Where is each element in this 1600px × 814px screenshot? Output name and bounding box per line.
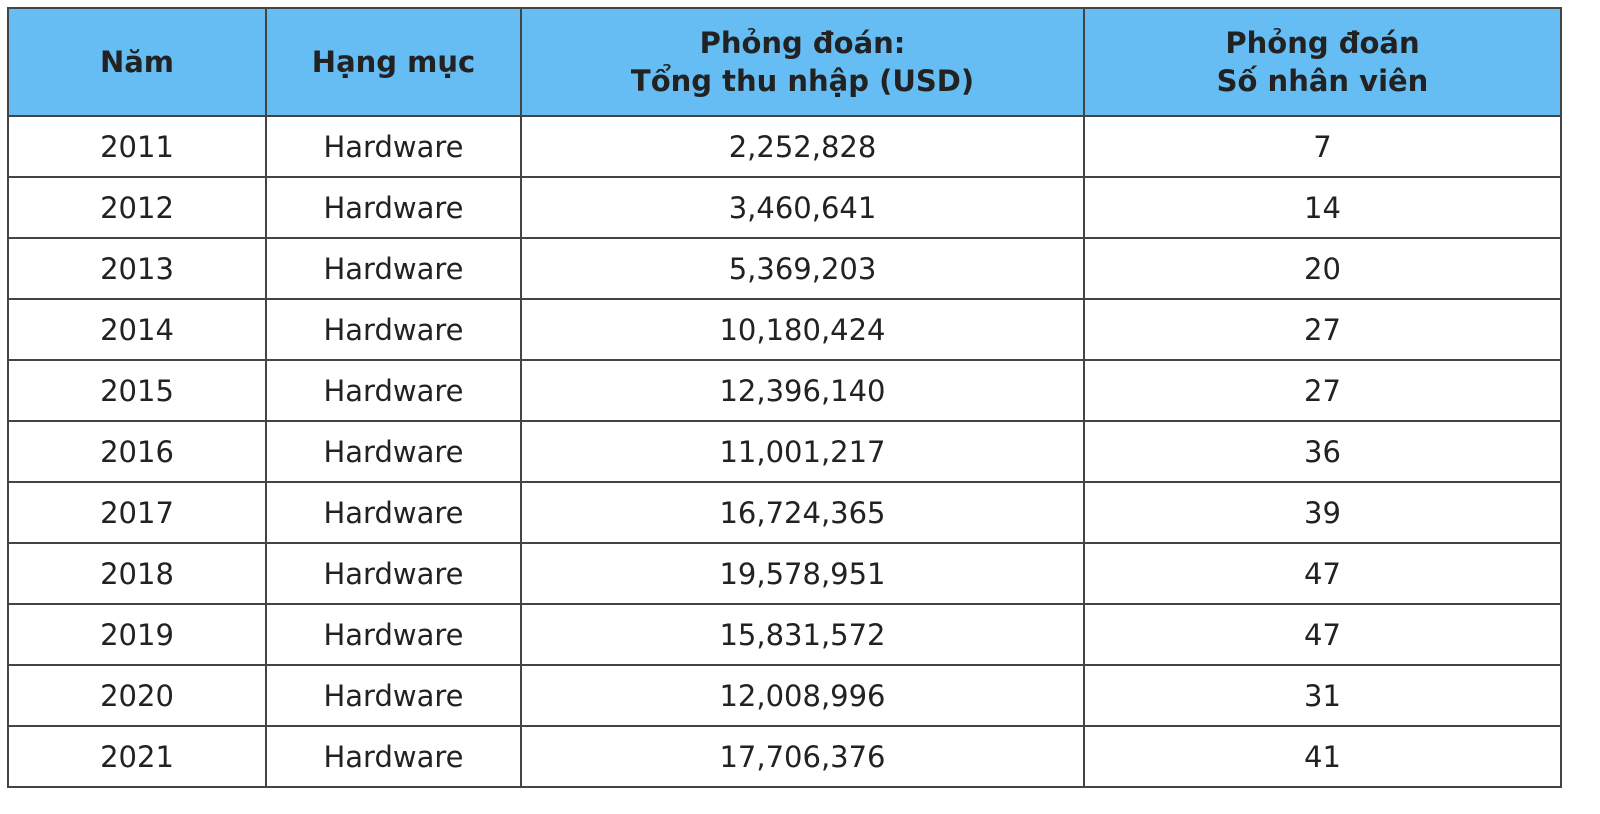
header-cell: Phỏng đoán: Tổng thu nhập (USD) bbox=[520, 7, 1085, 117]
table-row: 2011 Hardware 2,252,828 7 bbox=[7, 115, 1562, 178]
table-cell: 2012 bbox=[7, 176, 267, 239]
table-cell: 11,001,217 bbox=[520, 420, 1085, 483]
table-cell: 47 bbox=[1083, 542, 1562, 605]
table-cell: 27 bbox=[1083, 359, 1562, 422]
table-cell: 2016 bbox=[7, 420, 267, 483]
table-header: Năm Hạng mục Phỏng đoán: Tổng thu nhập (USD… bbox=[7, 7, 1562, 117]
table-cell: 16,724,365 bbox=[520, 481, 1085, 544]
header-text: Phỏng đoán: bbox=[699, 26, 906, 60]
table-cell: 2020 bbox=[7, 664, 267, 727]
table-cell: 2021 bbox=[7, 725, 267, 788]
table-cell: 20 bbox=[1083, 237, 1562, 300]
table-cell: Hardware bbox=[265, 298, 522, 361]
header-cell: Năm bbox=[7, 7, 267, 117]
table-cell: Hardware bbox=[265, 115, 522, 178]
table-row: 2014 Hardware 10,180,424 27 bbox=[7, 298, 1562, 361]
table-cell: 39 bbox=[1083, 481, 1562, 544]
table-cell: 15,831,572 bbox=[520, 603, 1085, 666]
header-cell: Phỏng đoán Số nhân viên bbox=[1083, 7, 1562, 117]
table-cell: Hardware bbox=[265, 359, 522, 422]
header-text: Phỏng đoán bbox=[1225, 26, 1420, 60]
table-cell: 10,180,424 bbox=[520, 298, 1085, 361]
header-text: Số nhân viên bbox=[1216, 64, 1429, 98]
header-row: Năm Hạng mục Phỏng đoán: Tổng thu nhập (USD… bbox=[7, 7, 1562, 117]
table-row: 2017 Hardware 16,724,365 39 bbox=[7, 481, 1562, 544]
table-cell: 2013 bbox=[7, 237, 267, 300]
table-cell: 2017 bbox=[7, 481, 267, 544]
table-cell: Hardware bbox=[265, 237, 522, 300]
header-text: Tổng thu nhập (USD) bbox=[630, 64, 975, 98]
header-text: Hạng mục bbox=[311, 45, 476, 79]
table-cell: Hardware bbox=[265, 664, 522, 727]
table-cell: 2019 bbox=[7, 603, 267, 666]
table-cell: 31 bbox=[1083, 664, 1562, 727]
table-body: 2011 Hardware 2,252,828 7 2012 Hardware 3,460,… bbox=[7, 115, 1562, 788]
table-row: 2021 Hardware 17,706,376 41 bbox=[7, 725, 1562, 788]
table-cell: 47 bbox=[1083, 603, 1562, 666]
table-cell: 2015 bbox=[7, 359, 267, 422]
table-cell: Hardware bbox=[265, 603, 522, 666]
table-cell: 7 bbox=[1083, 115, 1562, 178]
table-cell: 2014 bbox=[7, 298, 267, 361]
table-cell: Hardware bbox=[265, 481, 522, 544]
table-row: 2019 Hardware 15,831,572 47 bbox=[7, 603, 1562, 666]
table-row: 2018 Hardware 19,578,951 47 bbox=[7, 542, 1562, 605]
table-cell: 12,396,140 bbox=[520, 359, 1085, 422]
table-cell: 2011 bbox=[7, 115, 267, 178]
table-cell: Hardware bbox=[265, 542, 522, 605]
header-text: Năm bbox=[99, 45, 175, 79]
table-row: 2015 Hardware 12,396,140 27 bbox=[7, 359, 1562, 422]
table-cell: Hardware bbox=[265, 420, 522, 483]
table-row: 2013 Hardware 5,369,203 20 bbox=[7, 237, 1562, 300]
table-cell: 19,578,951 bbox=[520, 542, 1085, 605]
header-cell: Hạng mục bbox=[265, 7, 522, 117]
table-row: 2012 Hardware 3,460,641 14 bbox=[7, 176, 1562, 239]
table-cell: 2,252,828 bbox=[520, 115, 1085, 178]
table-cell: Hardware bbox=[265, 176, 522, 239]
table-cell: 5,369,203 bbox=[520, 237, 1085, 300]
table-cell: Hardware bbox=[265, 725, 522, 788]
table-cell: 3,460,641 bbox=[520, 176, 1085, 239]
table-cell: 17,706,376 bbox=[520, 725, 1085, 788]
table-cell: 14 bbox=[1083, 176, 1562, 239]
table-cell: 12,008,996 bbox=[520, 664, 1085, 727]
table-row: 2020 Hardware 12,008,996 31 bbox=[7, 664, 1562, 727]
table-cell: 41 bbox=[1083, 725, 1562, 788]
data-table: Năm Hạng mục Phỏng đoán: Tổng thu nhập (USD… bbox=[7, 7, 1562, 788]
table-cell: 27 bbox=[1083, 298, 1562, 361]
table-cell: 2018 bbox=[7, 542, 267, 605]
table-row: 2016 Hardware 11,001,217 36 bbox=[7, 420, 1562, 483]
table-cell: 36 bbox=[1083, 420, 1562, 483]
